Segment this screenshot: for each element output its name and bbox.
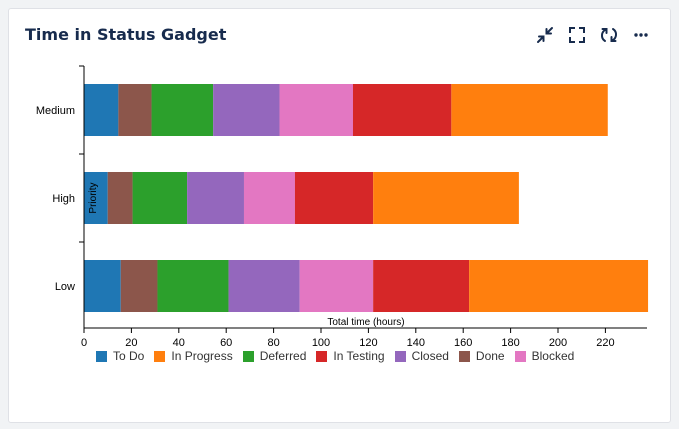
gadget-title: Time in Status Gadget [25, 25, 227, 44]
bar-medium-in-progress [451, 84, 608, 136]
y-tick-label-low: Low [55, 281, 75, 293]
bar-medium-to-do [84, 84, 119, 136]
fullscreen-icon [569, 27, 585, 43]
legend-label: Closed [411, 349, 449, 363]
legend-label: Done [475, 349, 505, 363]
refresh-button[interactable] [599, 25, 619, 45]
chart-legend: To Do In Progress Deferred In Testing Closed… [96, 348, 574, 364]
x-tick-label: 200 [549, 337, 567, 349]
bar-low-in-progress [469, 260, 649, 312]
bar-medium-done [118, 84, 152, 136]
legend-item-blocked[interactable]: Blocked [514, 349, 575, 363]
x-tick-label: 0 [81, 337, 87, 349]
legend-swatch [242, 350, 254, 362]
legend-item-in-testing[interactable]: In Testing [316, 349, 385, 363]
x-tick-label: 220 [596, 337, 614, 349]
legend-swatch [154, 350, 166, 362]
legend-swatch [514, 350, 526, 362]
bar-medium-in-testing [352, 84, 452, 136]
x-axis-title: Total time (hours) [327, 317, 404, 328]
legend-label: In Progress [171, 349, 233, 363]
bar-low-done [120, 260, 158, 312]
x-tick-label: 40 [173, 337, 185, 349]
bar-high-in-testing [294, 172, 374, 224]
bar-medium-deferred [151, 84, 214, 136]
bar-low-to-do [84, 260, 121, 312]
bar-high-to-do [84, 172, 108, 224]
fullscreen-button[interactable] [567, 25, 587, 45]
x-tick-label: 80 [267, 337, 279, 349]
legend-label: In Testing [333, 349, 385, 363]
legend-label: Blocked [531, 349, 575, 363]
x-tick-label: 140 [407, 337, 425, 349]
collapse-icon [537, 27, 553, 43]
bar-high-blocked [243, 172, 295, 224]
legend-swatch [96, 350, 107, 362]
x-tick-label: 180 [501, 337, 519, 349]
legend-label: Deferred [259, 349, 307, 363]
x-tick-label: 20 [125, 337, 137, 349]
bar-medium-blocked [279, 84, 353, 136]
x-tick-label: 160 [454, 337, 472, 349]
y-tick-label-medium: Medium [36, 105, 75, 117]
y-axis-title: Priority [88, 182, 99, 213]
legend-label: To Do [113, 349, 145, 363]
legend-item-deferred[interactable]: Deferred [242, 349, 307, 363]
more-icon [634, 33, 648, 37]
legend-swatch [316, 350, 328, 362]
legend-item-in-progress[interactable]: In Progress [154, 349, 233, 363]
collapse-button[interactable] [535, 25, 555, 45]
refresh-icon [600, 28, 618, 42]
legend-swatch [394, 350, 406, 362]
legend-swatch [458, 350, 470, 362]
bar-high-in-progress [373, 172, 519, 224]
legend-item-to-do[interactable]: To Do [96, 349, 144, 363]
bar-low-closed [228, 260, 300, 312]
x-tick-label: 100 [312, 337, 330, 349]
more-button[interactable] [631, 25, 651, 45]
bar-high-done [107, 172, 133, 224]
y-tick-label-high: High [52, 193, 75, 205]
bar-high-closed [187, 172, 244, 224]
legend-item-done[interactable]: Done [458, 349, 505, 363]
bar-low-in-testing [373, 260, 470, 312]
bar-medium-closed [213, 84, 280, 136]
x-tick-label: 60 [220, 337, 232, 349]
bar-low-deferred [157, 260, 229, 312]
legend-item-closed[interactable]: Closed [394, 349, 449, 363]
bar-low-blocked [299, 260, 374, 312]
x-tick-label: 120 [359, 337, 377, 349]
bar-high-deferred [132, 172, 188, 224]
